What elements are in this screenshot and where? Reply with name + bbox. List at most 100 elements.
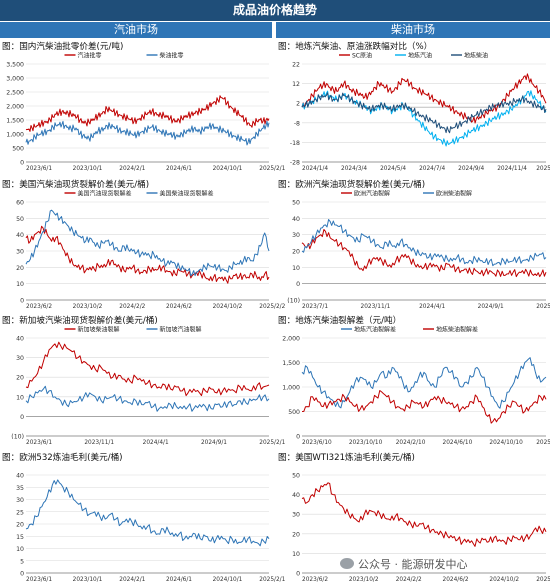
watermark-text: 公众号 · 能源研发中心	[358, 558, 468, 571]
chart-title: 图：欧洲汽柴油现货裂解价差(美元/桶)	[278, 180, 426, 190]
chart-title: 图：国内汽柴油批零价差(元/吨)	[2, 42, 124, 52]
series-line-0	[301, 482, 547, 547]
x-tick-label: 2023/10/1	[73, 166, 103, 172]
series-line-1	[25, 120, 270, 146]
x-tick-label: 2024/2/1	[119, 166, 145, 172]
series-line-2	[301, 92, 547, 134]
legend-item: 柴油批零	[146, 51, 184, 59]
legend-label: 欧洲柴油裂解	[436, 189, 472, 197]
x-tick-label: 2023/6/2	[26, 304, 52, 310]
y-tick-label: 30	[292, 232, 300, 239]
x-tick-label: 2024/4/1	[143, 440, 169, 446]
chart-title: 图：美国汽柴油现货裂解价差(美元/桶)	[2, 180, 150, 190]
y-tick-label: 50	[292, 200, 300, 207]
legend-label: 地炼汽油裂解差	[354, 325, 396, 333]
y-tick-label: 20	[292, 531, 300, 538]
x-tick-label: 2025/2/1	[259, 166, 285, 172]
x-tick-label: 2024/10/2	[213, 304, 243, 310]
y-tick-label: 0	[296, 434, 300, 441]
y-tick-label: 0	[296, 281, 300, 288]
y-tick-label: 1,000	[282, 385, 300, 392]
x-tick-label: 2024/2/2	[396, 577, 422, 583]
y-tick-label: 1,500	[282, 360, 300, 367]
legend-item: 新加坡汽油裂解	[146, 325, 202, 333]
y-tick-label: 30	[292, 512, 300, 519]
legend-label: 地炼柴油裂解差	[436, 325, 478, 333]
chart-domestic-wholesale-retail-spread: 图：国内汽柴油批零价差(元/吨) 3,500 3,000 2,500 2,000 1,5…	[0, 40, 286, 174]
legend-label: 欧洲汽油裂解	[354, 189, 390, 197]
y-tick-label: 5	[20, 558, 24, 565]
x-tick-label: 2023/11/1	[84, 440, 114, 446]
legend-label: 新加坡柴油裂解	[78, 325, 120, 333]
y-tick-label: 0	[20, 160, 24, 167]
x-tick-label: 2024/9/4	[458, 166, 484, 172]
x-tick-label: 2024/9/1	[478, 304, 504, 310]
y-tick-label: 20	[16, 265, 24, 272]
legend-item: 地炼汽油裂解差	[341, 325, 396, 333]
legend-label: 汽油批零	[78, 51, 102, 59]
y-tick-label: 30	[16, 497, 24, 504]
y-tick-label: 2,000	[282, 336, 300, 343]
legend-label: 柴油批零	[160, 51, 184, 59]
x-tick-label: 2024/5/4	[380, 166, 406, 172]
x-tick-label: 2024/6/1	[166, 166, 192, 172]
x-tick-label: 2024/6/10	[443, 440, 473, 446]
x-tick-label: 2025/2/1	[259, 440, 285, 446]
x-tick-label: 2024/4/1	[419, 304, 445, 310]
x-tick-label: 2025/2/10	[536, 440, 550, 446]
chart-local-refinery-vs-crude-change: 图：地炼汽柴油、原油涨跌幅对比（%） 22 12 2 -8 -18 -28 2024/1/4…	[276, 40, 550, 174]
y-tick-label: -18	[290, 140, 300, 147]
legend-item: 地炼柴油	[451, 51, 488, 59]
y-tick-label: 2,500	[6, 90, 24, 97]
x-tick-label: 2024/2/1	[119, 577, 145, 583]
x-tick-label: 2024/2/2	[119, 304, 145, 310]
y-tick-label: -8	[294, 120, 300, 127]
y-tick-label: 40	[292, 216, 300, 223]
y-tick-label: -28	[290, 160, 300, 167]
legend-item: 新加坡柴油裂解	[64, 325, 120, 333]
x-tick-label: 2024/11/4	[497, 166, 527, 172]
legend-label: 美国柴油现货裂解差	[160, 189, 214, 197]
y-tick-label: 40	[16, 473, 24, 480]
y-tick-label: 50	[292, 473, 300, 480]
x-tick-label: 2024/10/10	[489, 440, 523, 446]
x-tick-label: 2025/2/2	[259, 304, 285, 310]
y-tick-label: 10	[292, 551, 300, 558]
series-line-1	[301, 219, 547, 267]
chart-plot: 40 30 20 10 0 (10)2023/6/1 2023/11/1 2024/4/1 20…	[11, 325, 285, 446]
y-tick-label: (10)	[11, 434, 24, 441]
y-tick-label: 0	[20, 298, 24, 305]
chart-us-wti321-margin: 图：美国WTI321炼油毛利(美元/桶) 50 40 30 20 10 0 2023/6/2…	[276, 451, 550, 585]
legend-label: 新加坡汽油裂解	[160, 325, 202, 333]
x-tick-label: 2023/6/1	[26, 166, 52, 172]
legend-label: SC原油	[352, 51, 372, 59]
series-line-0	[25, 479, 270, 547]
x-tick-label: 2024/3/4	[341, 166, 367, 172]
chart-plot: 50 40 30 20 10 0 (10)2023/7/1 2023/11/1 2024/4/1…	[287, 189, 550, 310]
chart-title: 图：美国WTI321炼油毛利(美元/桶)	[278, 453, 415, 463]
x-tick-label: 2025/2/1	[259, 577, 285, 583]
x-tick-label: 2025/2/2	[536, 577, 550, 583]
chart-singapore-crack-spread: 图：新加坡汽柴油现货裂解价差(美元/桶) 40 30 20 10 0 (10) 2023/6…	[0, 314, 286, 448]
y-tick-label: 30	[16, 249, 24, 256]
x-tick-label: 2024/7/4	[419, 166, 445, 172]
y-tick-label: 40	[16, 232, 24, 239]
series-line-0	[25, 341, 270, 397]
legend-item: 欧洲柴油裂解	[423, 189, 472, 197]
y-tick-label: 10	[16, 394, 24, 401]
chart-europe-crack-spread: 图：欧洲汽柴油现货裂解价差(美元/桶) 50 40 30 20 10 0 (10) 2023/…	[276, 178, 550, 312]
y-tick-label: 0	[296, 571, 300, 578]
chart-title: 图：新加坡汽柴油现货裂解价差(美元/桶)	[2, 316, 158, 326]
page-title: 成品油价格趋势	[0, 0, 550, 21]
y-tick-label: 20	[292, 249, 300, 256]
watermark: 公众号 · 能源研发中心	[340, 556, 468, 572]
x-tick-label: 2024/10/1	[213, 166, 243, 172]
series-line-1	[25, 385, 270, 412]
y-tick-label: 0	[20, 414, 24, 421]
y-tick-label: 50	[16, 216, 24, 223]
legend-item: 汽油批零	[64, 51, 102, 59]
